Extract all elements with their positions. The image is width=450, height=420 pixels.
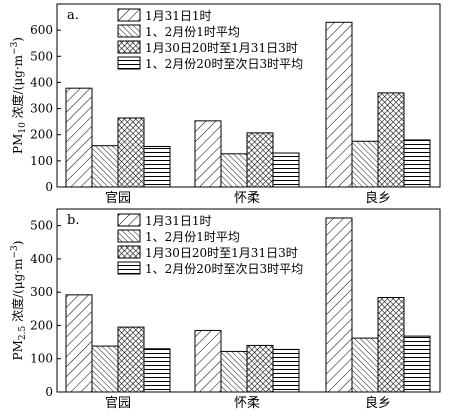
legend-label-0: 1月31日1时 [145,214,212,228]
y-tick-label: 500 [30,49,53,63]
x-tick-label: 官园 [105,190,131,206]
legend-swatch-1 [117,24,141,38]
bar-1-0 [91,145,119,188]
legend-label-3: 1、2月份20时至次日3时平均 [145,262,303,276]
bar-0-1 [194,329,222,393]
y-axis-label-unit: 浓度/(μg·m [10,258,25,326]
bar-3-2 [403,335,431,393]
x-tick-label: 官园 [105,395,131,411]
bar-1-2 [351,140,379,188]
legend-label-1: 1、2月份1时平均 [145,25,240,39]
legend-label-1: 1、2月份1时平均 [145,230,240,244]
y-tick-label: 0 [45,385,53,399]
bar-2-0 [117,326,145,393]
bar-0-0 [65,87,93,188]
y-axis-label-end: ) [11,37,25,42]
x-tick-label: 怀柔 [234,396,260,411]
x-tick-label: 良乡 [365,190,391,206]
y-tick-label: 600 [30,23,53,37]
legend-swatch-2 [117,245,141,259]
bar-0-2 [325,21,353,188]
bar-3-0 [143,145,171,188]
y-axis-label: PM10 浓度/(μg·m−3) [10,37,28,154]
legend-label-0: 1月31日1时 [145,9,212,23]
y-tick-label: 300 [30,102,53,116]
bar-3-1 [272,152,300,188]
y-axis-label-main: PM [11,340,25,360]
y-axis-label-superscript: −3 [10,41,20,55]
bar-2-2 [377,92,405,188]
bar-1-2 [351,337,379,393]
y-tick-label: 100 [30,352,53,366]
bar-1-0 [91,345,119,393]
legend-swatch-2 [117,40,141,54]
x-tick-label: 良乡 [365,395,391,411]
y-axis-label-end: ) [11,241,25,246]
bar-0-0 [65,294,93,393]
panel-pm10: 0 100 200 300 400 500 600 官园 怀柔 良乡 a. 1月31日1时 1、2月份1… [10,3,441,206]
y-tick-label: 0 [45,180,53,194]
y-axis-label-main: PM [11,134,25,154]
legend-swatch-0 [117,8,141,22]
x-tick-label: 怀柔 [234,191,260,206]
y-tick-label: 200 [30,128,53,142]
y-tick-label: 100 [30,154,53,168]
legend: 1月31日1时 1、2月份1时平均 1月30日20时至1月31日3时 1、2月份20时… [117,8,303,71]
y-tick-label: 200 [30,318,53,332]
panel-label: b. [67,213,79,228]
y-axis-label: PM2.5 浓度/(μg·m−3) [10,241,28,361]
legend-swatch-0 [117,213,141,227]
y-axis-label-subscript: 2.5 [18,325,28,340]
legend-label-3: 1、2月份20时至次日3时平均 [145,57,303,71]
bar-1-1 [220,350,248,393]
bar-2-0 [117,117,145,188]
legend-swatch-3 [117,261,141,275]
y-tick-label: 400 [30,252,53,266]
legend: 1月31日1时 1、2月份1时平均 1月30日20时至1月31日3时 1、2月份20时… [117,213,303,276]
legend-label-2: 1月30日20时至1月31日3时 [145,246,298,260]
y-axis-label-superscript: −3 [10,245,20,259]
y-tick-label: 400 [30,75,53,89]
bar-3-2 [403,139,431,188]
y-axis-label-subscript: 10 [18,122,28,134]
bar-0-1 [194,120,222,188]
legend-label-2: 1月30日20时至1月31日3时 [145,41,298,55]
panel-label: a. [67,8,79,23]
panel-pm25: 0 100 200 300 400 500 官园 怀柔 良乡 b. 1月31日1时 1、2月份1时平均… [10,208,441,411]
legend-swatch-3 [117,56,141,70]
y-tick-label: 300 [30,285,53,299]
bar-3-1 [272,348,300,393]
bar-2-1 [246,344,274,393]
y-axis-label-unit: 浓度/(μg·m [10,54,25,122]
bar-2-2 [377,297,405,393]
legend-swatch-1 [117,229,141,243]
bar-2-1 [246,132,274,188]
y-tick-label: 500 [30,219,53,233]
bar-3-0 [143,348,171,393]
bar-1-1 [220,153,248,188]
bar-0-2 [325,217,353,393]
